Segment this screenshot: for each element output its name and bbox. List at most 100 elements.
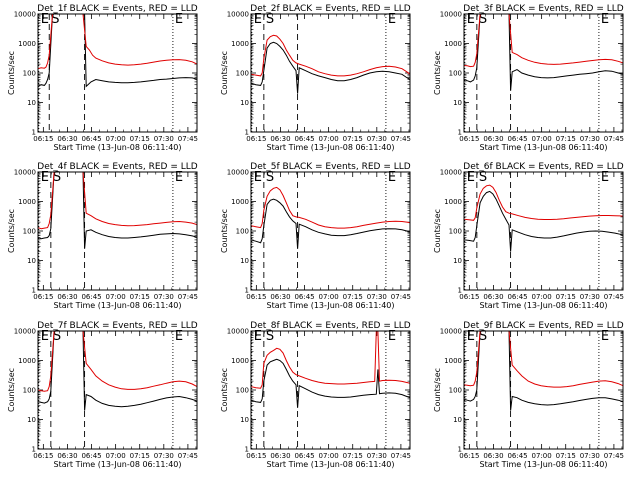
chart-panel-3: Det_3f BLACK = Events, RED = LLD 1 10 100 10… — [433, 4, 624, 152]
y-axis-label: Counts/sec — [7, 51, 16, 95]
x-tick-label: 07:45 — [178, 135, 198, 143]
data-layer — [251, 186, 410, 249]
marker-label-e: E — [467, 170, 475, 185]
x-tick-label: 06:45 — [81, 452, 101, 460]
chart-title: Det_7f BLACK = Events, RED = LLD — [37, 321, 197, 331]
x-tick-label: 07:30 — [580, 135, 600, 143]
x-axis-label: Start Time (13-Jun-08 06:11:40) — [267, 460, 395, 469]
x-tick-label: 07:30 — [367, 452, 387, 460]
y-tick-label: 100 — [236, 228, 249, 236]
x-tick-label: 07:15 — [130, 135, 150, 143]
x-tick-label: 07:45 — [604, 293, 624, 301]
events-series-line — [464, 190, 623, 252]
y-tick-label: 100 — [449, 228, 462, 236]
y-tick-label: 10000 — [440, 328, 462, 336]
marker-label-s: S — [479, 329, 487, 344]
y-axis-label: Counts/sec — [220, 368, 229, 412]
x-tick-label: 06:30 — [483, 135, 503, 143]
events-series-line — [464, 14, 623, 91]
x-tick-label: 06:45 — [507, 293, 527, 301]
lld-series-line — [38, 172, 197, 230]
lld-series-line — [251, 331, 410, 389]
y-tick-label: 1000 — [444, 357, 462, 365]
x-axis-label: Start Time (13-Jun-08 06:11:40) — [267, 143, 395, 152]
y-tick-label: 1000 — [231, 40, 249, 48]
lld-series-line — [251, 34, 410, 77]
x-tick-label: 07:30 — [154, 135, 174, 143]
x-tick-label: 06:30 — [57, 293, 77, 301]
y-tick-label: 1000 — [444, 40, 462, 48]
x-tick-label: 06:30 — [57, 135, 77, 143]
x-tick-label: 07:00 — [319, 452, 339, 460]
marker-label-e: E — [388, 170, 396, 185]
y-tick-label: 10000 — [440, 169, 462, 177]
plot-frame — [250, 13, 411, 133]
marker-label-s: S — [479, 170, 487, 185]
chart-title: Det_2f BLACK = Events, RED = LLD — [250, 4, 410, 14]
chart-panel-5: Det_5f BLACK = Events, RED = LLD 1 10 100 10… — [220, 162, 411, 310]
x-tick-label: 07:00 — [106, 135, 126, 143]
x-tick-label: 06:45 — [294, 293, 314, 301]
lld-series-line — [38, 331, 197, 392]
x-tick-label: 07:45 — [178, 452, 198, 460]
marker-label-e: E — [175, 12, 183, 27]
x-tick-label: 07:00 — [319, 293, 339, 301]
x-axis-label: Start Time (13-Jun-08 06:11:40) — [54, 460, 182, 469]
chart-panel-7: Det_7f BLACK = Events, RED = LLD 1 10 100 10… — [7, 321, 198, 469]
x-tick-label: 06:15 — [33, 293, 53, 301]
x-tick-label: 06:45 — [81, 135, 101, 143]
plot-frame — [37, 13, 198, 133]
x-tick-label: 06:15 — [459, 452, 479, 460]
x-tick-label: 06:30 — [483, 293, 503, 301]
y-tick-label: 10000 — [227, 11, 249, 19]
plot-frame — [463, 171, 624, 291]
x-tick-label: 06:30 — [483, 452, 503, 460]
x-tick-label: 07:15 — [343, 293, 363, 301]
y-axis-label: Counts/sec — [220, 209, 229, 253]
x-tick-label: 07:45 — [604, 135, 624, 143]
y-axis-label: Counts/sec — [7, 368, 16, 412]
x-tick-label: 06:15 — [246, 293, 266, 301]
plot-frame — [250, 171, 411, 291]
y-tick-label: 1000 — [444, 198, 462, 206]
chart-title: Det_8f BLACK = Events, RED = LLD — [250, 321, 410, 331]
chart-title: Det_3f BLACK = Events, RED = LLD — [463, 4, 623, 14]
x-axis-label: Start Time (13-Jun-08 06:11:40) — [480, 460, 608, 469]
x-tick-label: 07:15 — [556, 452, 576, 460]
y-tick-label: 1 — [245, 129, 249, 137]
marker-label-e: E — [175, 170, 183, 185]
y-tick-label: 100 — [449, 387, 462, 395]
y-tick-label: 1000 — [18, 198, 36, 206]
marker-label-s: S — [53, 329, 61, 344]
marker-label-s: S — [53, 170, 61, 185]
x-tick-label: 07:45 — [391, 452, 411, 460]
y-tick-label: 10 — [453, 416, 462, 424]
x-tick-label: 07:15 — [343, 135, 363, 143]
x-axis-label: Start Time (13-Jun-08 06:11:40) — [54, 143, 182, 152]
y-tick-label: 1 — [245, 446, 249, 454]
x-tick-label: 07:15 — [343, 452, 363, 460]
y-tick-label: 1 — [32, 129, 36, 137]
x-tick-label: 06:45 — [507, 452, 527, 460]
y-tick-label: 1 — [245, 287, 249, 295]
x-tick-label: 07:15 — [130, 293, 150, 301]
x-tick-label: 06:30 — [270, 293, 290, 301]
marker-label-s: S — [479, 12, 487, 27]
x-tick-label: 07:30 — [154, 293, 174, 301]
y-tick-label: 1000 — [231, 198, 249, 206]
y-axis-label: Counts/sec — [7, 209, 16, 253]
lld-series-line — [251, 186, 410, 229]
chart-title: Det_9f BLACK = Events, RED = LLD — [463, 321, 623, 331]
marker-label-e: E — [601, 12, 609, 27]
x-tick-label: 06:15 — [33, 135, 53, 143]
x-axis-label: Start Time (13-Jun-08 06:11:40) — [54, 301, 182, 310]
plot-frame — [463, 13, 624, 133]
y-tick-label: 1000 — [18, 357, 36, 365]
x-tick-label: 07:00 — [532, 135, 552, 143]
data-layer — [464, 331, 623, 411]
y-tick-label: 100 — [236, 70, 249, 78]
events-series-line — [38, 172, 197, 249]
y-tick-label: 1 — [32, 446, 36, 454]
lld-series-line — [464, 331, 623, 388]
